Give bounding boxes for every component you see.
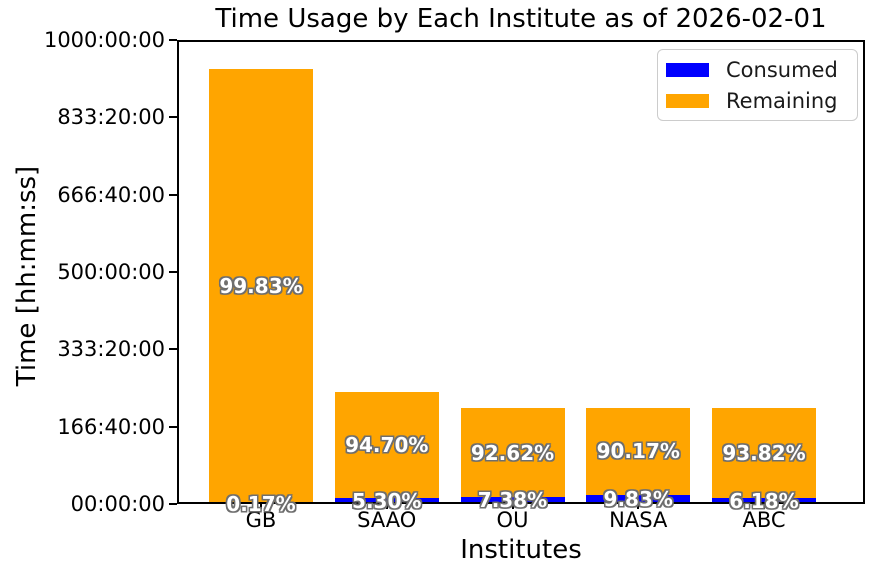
- consumed-color-swatch: [666, 62, 709, 77]
- bar-NASA-consumed-segment: [586, 494, 691, 504]
- ytick-label-500:00:00: 500:00:00: [57, 260, 165, 284]
- x-axis-label: Institutes: [460, 535, 582, 565]
- bar-ABC-consumed-segment: [712, 498, 816, 504]
- legend-item-remaining: Remaining: [666, 87, 857, 115]
- label-consumed-OU: 7.38%: [477, 488, 548, 513]
- remaining-color-swatch: [666, 93, 709, 108]
- label-consumed-NASA: 9.83%: [603, 487, 673, 512]
- bar-SAAO-consumed-segment: [334, 498, 439, 504]
- ytick-mark-500:00:00: [169, 271, 177, 273]
- bar-SAAO-remaining-segment: [334, 391, 439, 499]
- bar-ABC-remaining-segment: [712, 408, 816, 499]
- xtick-label-NASA: NASA: [609, 508, 668, 532]
- label-remaining-ABC: 93.82%: [722, 441, 806, 466]
- bar-OU: [460, 408, 565, 504]
- ytick-label-666:40:00: 666:40:00: [57, 182, 165, 207]
- label-remaining-NASA: 90.17%: [596, 439, 680, 464]
- bar-GB-remaining-segment: [209, 69, 313, 504]
- bar-OU-remaining-segment: [460, 408, 565, 497]
- ytick-label-00:00:00: 00:00:00: [70, 492, 165, 516]
- legend: Consumed Remaining: [657, 49, 858, 121]
- ytick-mark-1000:00:00: [169, 39, 177, 41]
- label-remaining-OU: 92.62%: [470, 440, 555, 465]
- ytick-label-1000:00:00: 1000:00:00: [43, 28, 165, 52]
- bar-NASA: [586, 408, 691, 504]
- xtick-label-SAAO: SAAO: [357, 508, 417, 532]
- label-consumed-ABC: 6.18%: [729, 489, 799, 514]
- label-consumed-GB: 0.17%: [226, 491, 296, 516]
- chart-title: Time Usage by Each Institute as of 2026-…: [215, 4, 827, 34]
- ytick-label-333:20:00: 333:20:00: [57, 337, 165, 362]
- legend-label-remaining: Remaining: [726, 88, 838, 113]
- xtick-mark-SAAO: [385, 504, 388, 509]
- label-remaining-SAAO: 94.70%: [345, 432, 429, 457]
- xtick-mark-GB: [260, 504, 262, 509]
- xtick-label-OU: OU: [496, 508, 529, 532]
- ytick-mark-00:00:00: [169, 503, 177, 505]
- bar-ABC: [712, 408, 816, 504]
- xtick-mark-OU: [511, 504, 514, 509]
- xtick-mark-ABC: [763, 504, 765, 509]
- legend-item-consumed: Consumed: [666, 56, 857, 84]
- bar-SAAO: [334, 391, 439, 504]
- ytick-label-166:40:00: 166:40:00: [57, 414, 165, 439]
- label-consumed-SAAO: 5.30%: [352, 489, 422, 514]
- bar-OU-consumed-segment: [460, 496, 565, 504]
- xtick-label-GB: GB: [245, 508, 277, 532]
- ytick-mark-666:40:00: [169, 193, 177, 196]
- label-remaining-GB: 99.83%: [219, 274, 303, 299]
- y-axis-label: Time [hh:mm:ss]: [12, 165, 42, 387]
- legend-label-consumed: Consumed: [726, 57, 838, 82]
- ytick-mark-833:20:00: [169, 116, 177, 119]
- xtick-label-ABC: ABC: [742, 508, 786, 532]
- bar-NASA-remaining-segment: [586, 408, 691, 495]
- ytick-mark-166:40:00: [169, 425, 177, 428]
- ytick-mark-333:20:00: [169, 348, 177, 351]
- ytick-label-833:20:00: 833:20:00: [57, 105, 165, 130]
- xtick-mark-NASA: [637, 504, 640, 509]
